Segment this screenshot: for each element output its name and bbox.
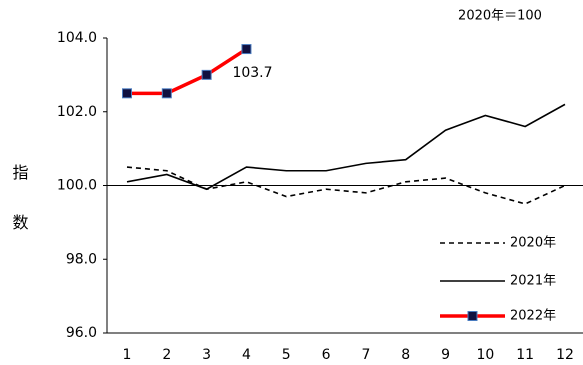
series-line: [127, 47, 248, 96]
x-tick-label: 9: [441, 347, 450, 363]
y-axis-label: 指数: [10, 164, 29, 264]
data-label: 103.7: [232, 65, 272, 81]
x-tick-label: 12: [556, 347, 574, 363]
series-line: [126, 103, 566, 191]
legend-marker: [467, 311, 478, 321]
y-tick-label: 102.0: [57, 104, 97, 120]
legend-label: 2020年: [510, 236, 556, 251]
x-tick-label: 1: [123, 347, 132, 363]
point-marker: [161, 88, 172, 99]
point-marker: [241, 44, 252, 55]
y-tick-label: 96.0: [66, 325, 97, 341]
y-tick-label: 100.0: [57, 178, 97, 194]
x-tick-label: 7: [361, 347, 370, 363]
point-marker: [122, 88, 132, 99]
x-tick-label: 5: [282, 347, 291, 363]
y-tick-label: 98.0: [66, 251, 97, 267]
x-tick-label: 6: [322, 347, 331, 363]
x-tick-label: 4: [242, 347, 251, 363]
x-tick-label: 10: [476, 347, 494, 363]
x-tick-label: 11: [516, 347, 534, 363]
legend-label: 2022年: [510, 309, 556, 324]
point-marker: [201, 69, 212, 80]
legend-label: 2021年: [510, 274, 556, 289]
x-tick-label: 3: [202, 347, 211, 363]
x-tick-label: 8: [401, 347, 410, 363]
x-tick-label: 2: [162, 347, 171, 363]
y-tick-label: 104.0: [57, 30, 97, 46]
annotation: 2020年＝100: [458, 9, 542, 24]
